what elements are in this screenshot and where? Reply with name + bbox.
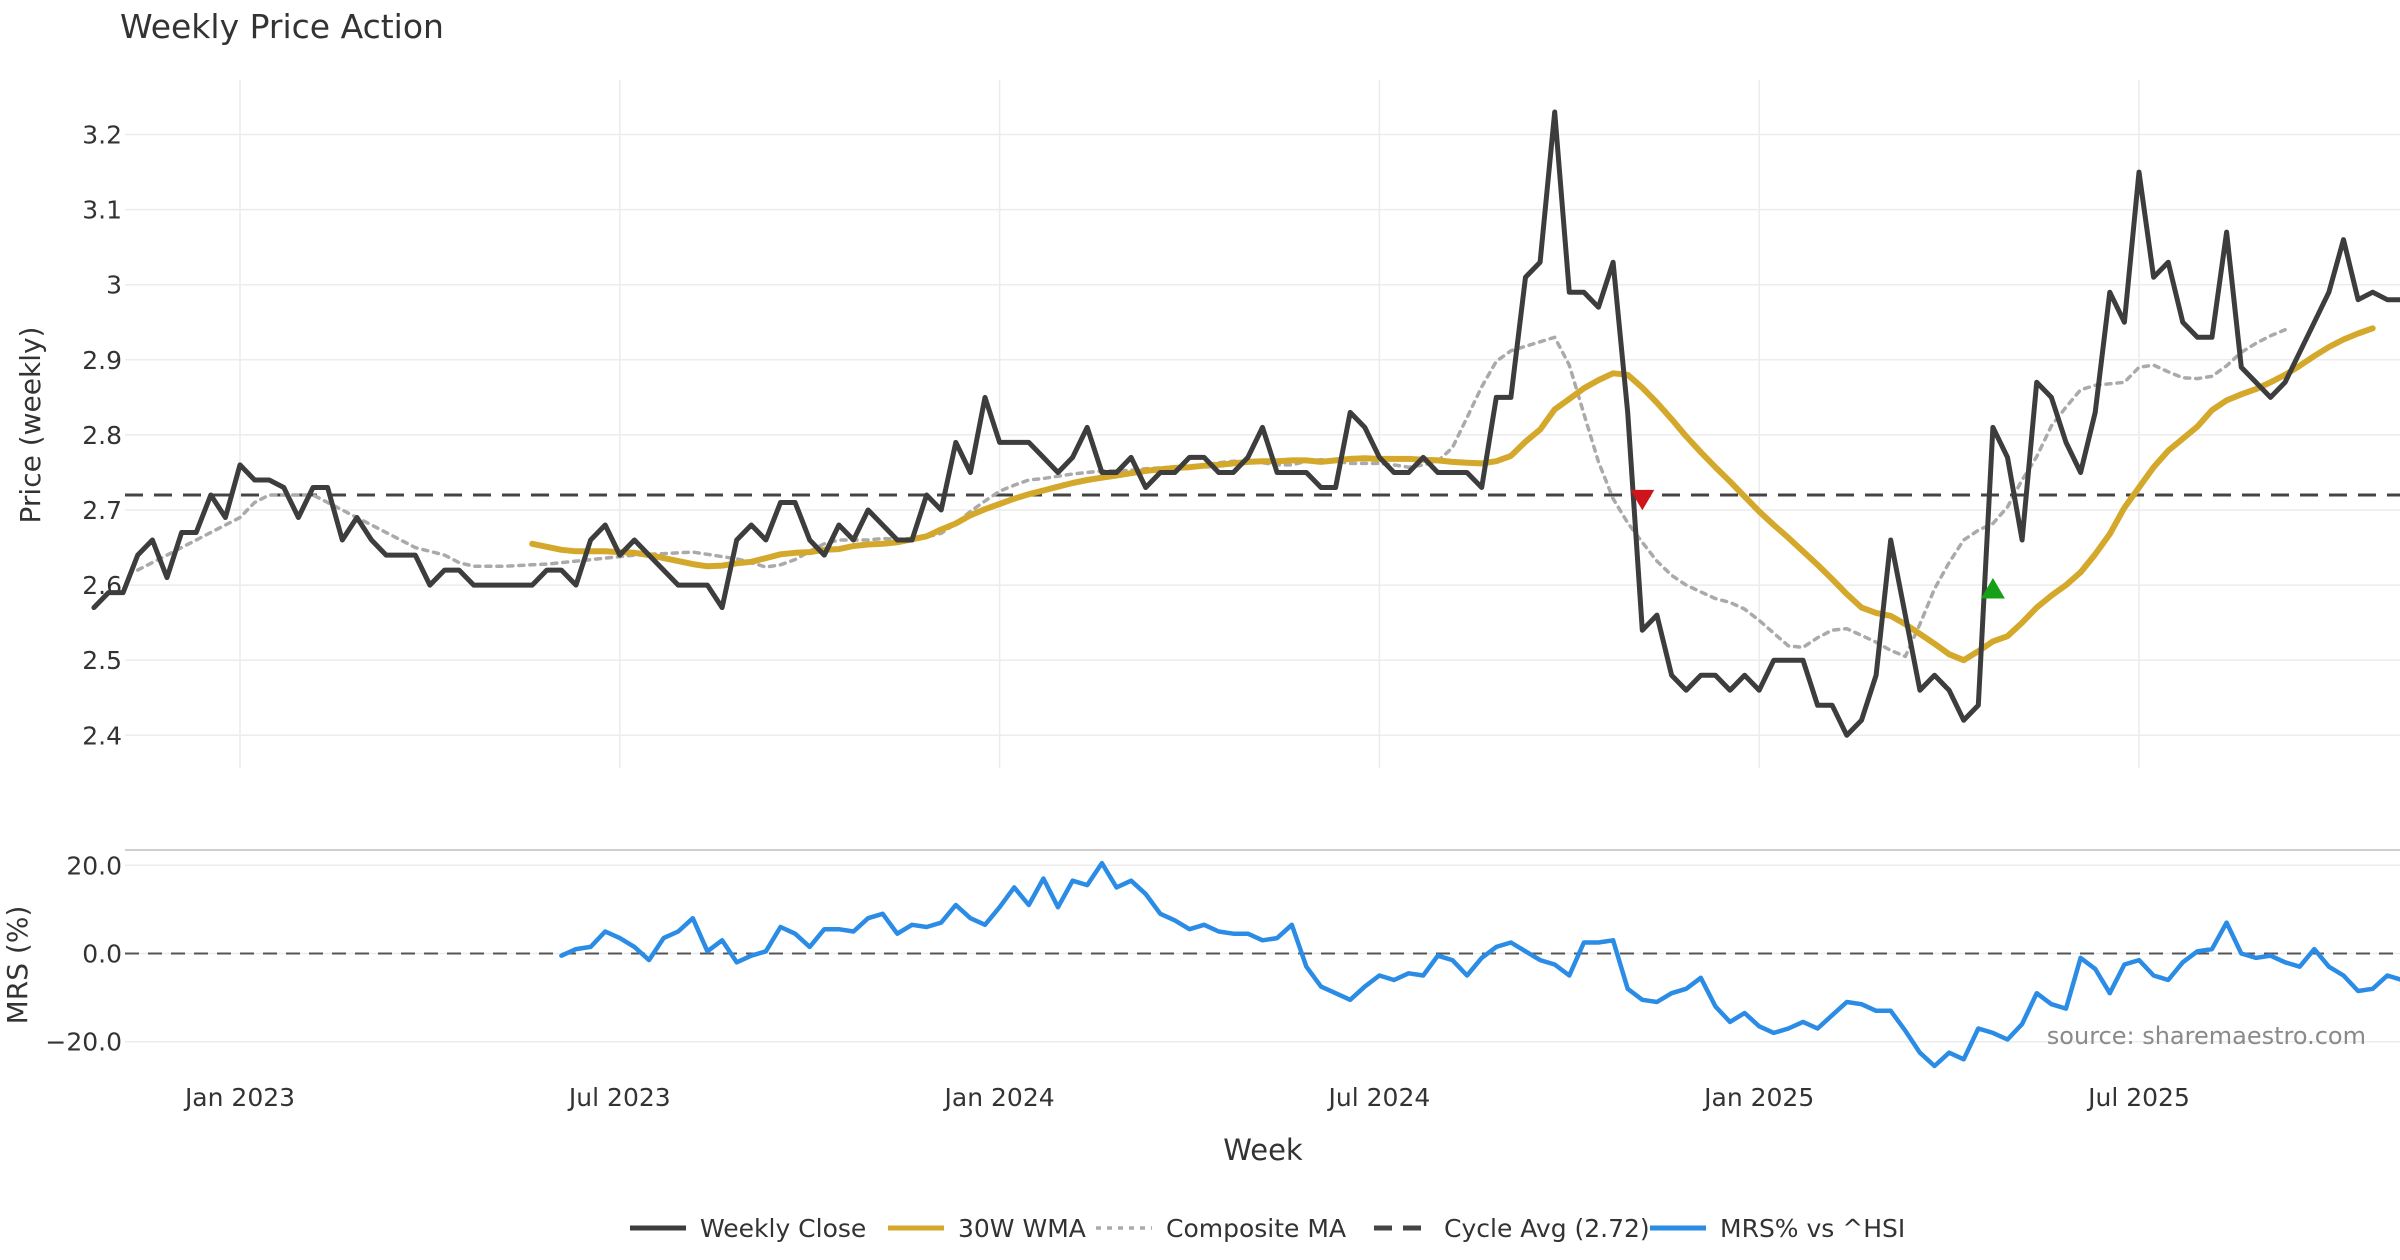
price-y-axis-label: Price (weekly) <box>14 327 47 524</box>
weekly-close-line <box>91 109 2400 738</box>
legend-label: Cycle Avg (2.72) <box>1444 1214 1650 1243</box>
price-y-tick-label: 2.9 <box>82 346 122 375</box>
x-tick-label: Jan 2023 <box>183 1083 295 1112</box>
x-tick-label: Jan 2025 <box>1702 1083 1814 1112</box>
price-y-tick-labels: 2.4 2.5 2.6 2.7 2.8 2.9 3 3.1 3.2 <box>82 121 122 751</box>
price-y-tick-label: 2.7 <box>82 496 122 525</box>
wma-30w-line <box>529 325 2376 664</box>
mrs-y-tick-labels: 20.0 0.0 −20.0 <box>45 851 122 1056</box>
composite-ma-line <box>135 328 2287 659</box>
price-y-tick-label: 3.2 <box>82 121 122 150</box>
legend-label: MRS% vs ^HSI <box>1720 1214 1905 1243</box>
legend-label: 30W WMA <box>958 1214 1086 1243</box>
x-axis-label: Week <box>1223 1133 1303 1167</box>
x-tick-label: Jul 2024 <box>1327 1083 1431 1112</box>
price-y-tick-label: 2.4 <box>82 721 122 750</box>
price-y-tick-label: 2.6 <box>82 571 122 600</box>
x-tick-label: Jul 2023 <box>567 1083 671 1112</box>
buy-signal-marker <box>1980 578 2005 599</box>
price-y-tick-label: 3 <box>106 271 122 300</box>
source-label: source: sharemaestro.com <box>2047 1022 2366 1050</box>
legend-label: Composite MA <box>1166 1214 1346 1243</box>
legend: Weekly Close 30W WMA Composite MA Cycle Avg… <box>630 1214 1905 1243</box>
series-layer <box>91 109 2400 1069</box>
mrs-y-tick-label: 20.0 <box>66 851 122 880</box>
mrs-y-tick-label: −20.0 <box>45 1028 122 1057</box>
x-tick-labels: Jan 2023 Jul 2023 Jan 2024 Jul 2024 Jan 2025… <box>183 1083 2190 1112</box>
price-y-tick-label: 2.8 <box>82 421 122 450</box>
x-tick-label: Jan 2024 <box>943 1083 1055 1112</box>
mrs-y-tick-label: 0.0 <box>82 940 122 969</box>
price-y-tick-label: 3.1 <box>82 196 122 225</box>
signal-markers <box>1630 489 2005 599</box>
chart-title: Weekly Price Action <box>120 7 444 46</box>
mrs-y-axis-label: MRS (%) <box>1 906 34 1025</box>
mrs-line <box>559 860 2400 1069</box>
legend-label: Weekly Close <box>700 1214 866 1243</box>
x-tick-label: Jul 2025 <box>2086 1083 2190 1112</box>
price-y-tick-label: 2.5 <box>82 646 122 675</box>
sell-signal-marker <box>1630 489 1655 511</box>
